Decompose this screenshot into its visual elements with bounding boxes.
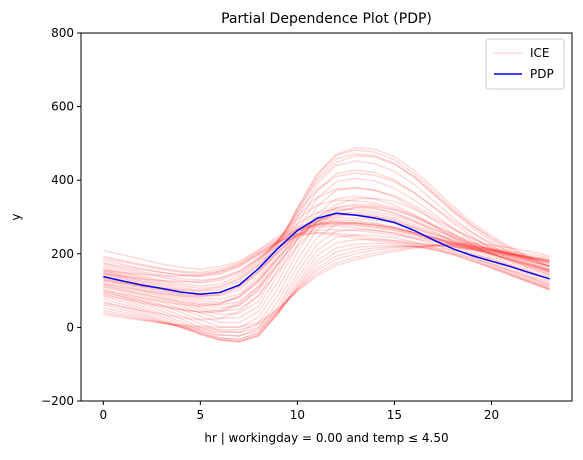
ice-line [103,154,550,297]
ice-line [103,221,550,271]
ice-line [103,225,550,291]
ice-line [103,223,550,278]
y-axis-label: y [9,213,23,220]
ice-line [103,169,550,312]
ice-line [103,177,550,316]
pdp-line [103,212,550,296]
ice-line [103,152,550,307]
y-axis-ticks: −200 0 200 400 600 800 [41,26,81,408]
ice-line [103,203,550,306]
ice-line [103,242,550,329]
legend-label: PDP [530,67,554,81]
y-tick-label: −200 [41,394,74,408]
y-tick-label: 800 [51,26,74,40]
ice-line [103,221,550,282]
ice-line [103,232,550,277]
ice-line [103,205,550,321]
ice-line [103,244,550,334]
ice-line [103,242,550,343]
ice-line [103,234,550,343]
ice-line [103,213,550,333]
ice-line [103,231,550,283]
ice-line [103,244,550,340]
legend-box [485,38,565,90]
ice-line [103,213,550,297]
x-tick-label: 0 [99,408,107,422]
ice-line [103,244,550,331]
x-axis-label: hr | workingday = 0.00 and temp ≤ 4.50 [204,431,448,445]
ice-line [103,186,550,319]
pdp-lines [103,212,550,296]
ice-line [103,222,550,275]
x-axis-ticks: 0 5 10 15 20 [99,401,499,422]
ice-line [103,149,550,304]
ice-line [103,222,550,273]
legend: ICE PDP [485,38,565,90]
ice-line [103,208,550,287]
y-tick-label: 0 [66,320,74,334]
ice-line [103,211,550,307]
y-tick-label: 200 [51,247,74,261]
x-tick-label: 10 [290,408,305,422]
y-tick-label: 600 [51,100,74,114]
ice-line [103,195,550,324]
ice-line [103,219,550,298]
ice-line [103,245,550,337]
chart-title: Partial Dependence Plot (PDP) [221,11,432,27]
ice-lines [103,147,550,343]
x-tick-label: 5 [197,408,205,422]
ice-line [103,238,550,343]
y-tick-label: 400 [51,173,74,187]
ice-line [103,228,550,277]
ice-line [103,187,550,292]
ice-line [103,221,550,337]
x-tick-label: 20 [484,408,499,422]
plot-frame [80,32,573,402]
ice-line [103,199,550,290]
ice-line [103,204,550,329]
ice-line [103,172,550,294]
ice-line [103,160,550,310]
ice-line [103,197,550,314]
ice-line [103,228,550,341]
x-tick-label: 15 [387,408,402,422]
ice-line [103,216,550,284]
legend-label: ICE [530,46,550,60]
ice-line [103,147,550,300]
